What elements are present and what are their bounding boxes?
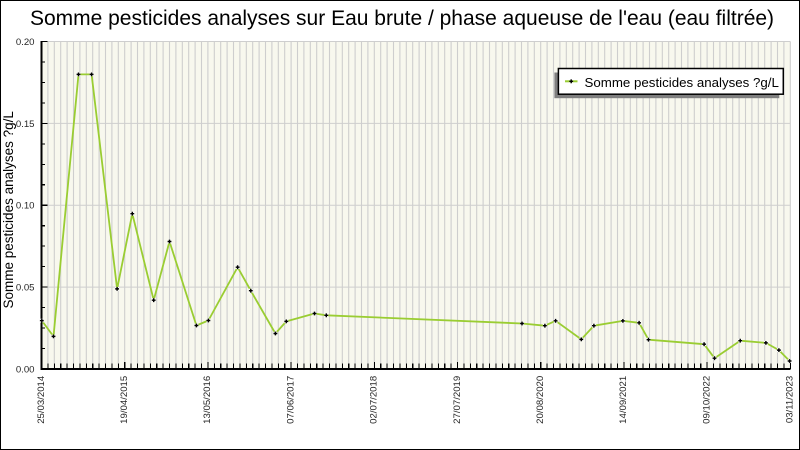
- svg-text:20/08/2020: 20/08/2020: [535, 376, 546, 424]
- svg-text:Somme pesticides analyses ?g/L: Somme pesticides analyses ?g/L: [585, 75, 779, 90]
- svg-text:14/09/2021: 14/09/2021: [618, 376, 629, 424]
- svg-text:07/06/2017: 07/06/2017: [285, 376, 296, 424]
- svg-text:02/07/2018: 02/07/2018: [369, 376, 380, 424]
- svg-text:27/07/2019: 27/07/2019: [452, 376, 463, 424]
- svg-text:0.00: 0.00: [16, 364, 35, 375]
- svg-text:0.10: 0.10: [16, 201, 35, 212]
- svg-text:09/10/2022: 09/10/2022: [701, 376, 712, 424]
- svg-text:0.15: 0.15: [16, 119, 35, 130]
- svg-text:13/05/2016: 13/05/2016: [202, 376, 213, 424]
- svg-text:03/11/2023: 03/11/2023: [785, 376, 796, 423]
- svg-text:0.20: 0.20: [16, 37, 35, 48]
- svg-text:25/03/2014: 25/03/2014: [36, 375, 47, 424]
- svg-text:Somme pesticides analyses sur: Somme pesticides analyses sur Eau brute …: [30, 7, 774, 30]
- svg-text:19/04/2015: 19/04/2015: [119, 376, 130, 424]
- svg-text:0.05: 0.05: [16, 283, 35, 294]
- svg-text:Somme pesticides analyses ?g/L: Somme pesticides analyses ?g/L: [1, 111, 16, 309]
